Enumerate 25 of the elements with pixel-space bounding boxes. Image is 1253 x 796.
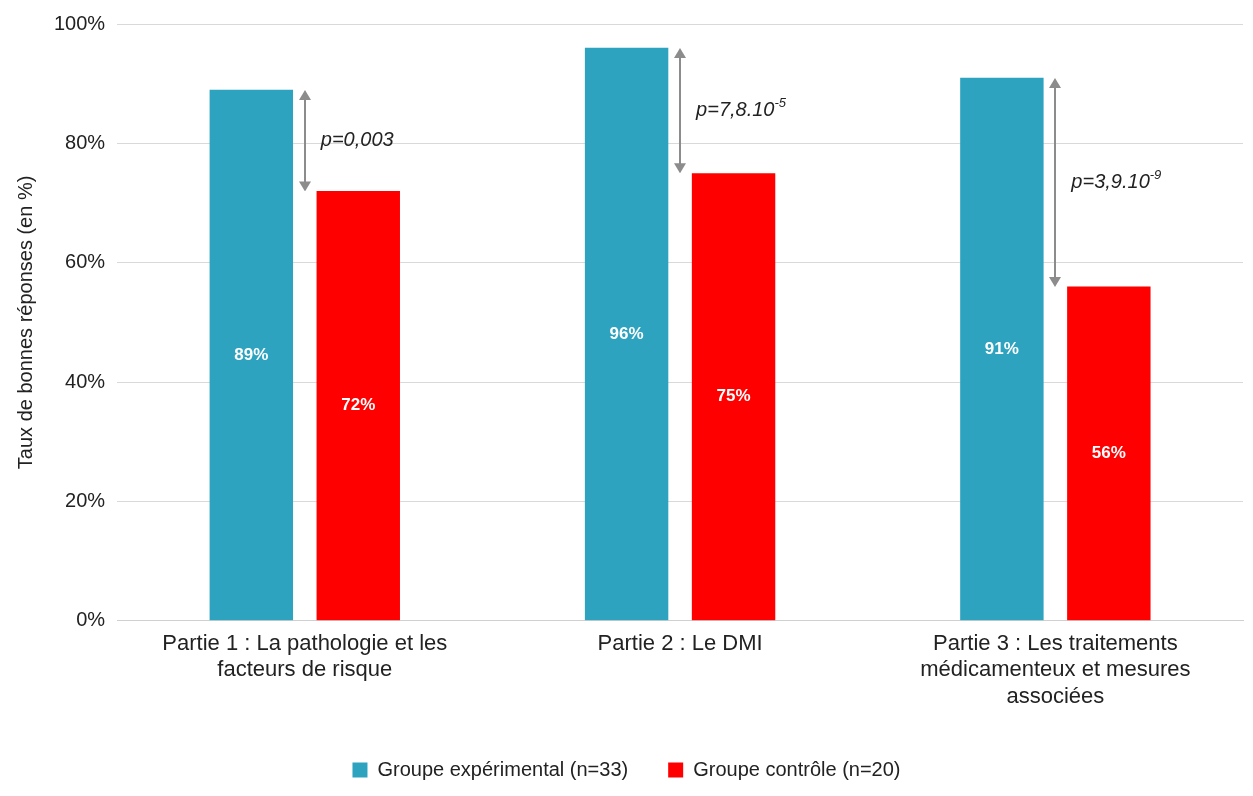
- y-tick-label: 40%: [65, 369, 106, 392]
- y-tick-label: 0%: [76, 608, 106, 631]
- data-label: 72%: [341, 395, 376, 415]
- legend-label: Groupe contrôle (n=20): [693, 757, 901, 780]
- data-label: 96%: [609, 323, 644, 343]
- bar: [584, 47, 669, 621]
- bar: [209, 89, 294, 621]
- data-label: 89%: [234, 344, 269, 364]
- x-tick-label: Partie 3 : Les traitements médicamenteux et mesures associées: [920, 630, 1191, 708]
- y-axis-title: Taux de bonnes réponses (en %): [13, 175, 36, 470]
- legend-label: Groupe expérimental (n=33): [377, 757, 629, 780]
- x-tick-label: Partie 1 : La pathologie et les facteurs de risque: [162, 630, 448, 682]
- y-tick-label: 20%: [65, 488, 106, 511]
- bar: [1067, 286, 1151, 621]
- data-label: 75%: [716, 386, 751, 406]
- bar: [960, 77, 1044, 621]
- data-label: 56%: [1091, 443, 1126, 463]
- data-label: 91%: [984, 338, 1019, 358]
- y-tick-label: 60%: [65, 250, 106, 273]
- x-tick-label: Partie 2 : Le DMI: [597, 630, 763, 656]
- annotation: p=0,003: [319, 127, 394, 150]
- bar: [691, 173, 776, 621]
- bar: [316, 191, 400, 621]
- y-tick-label: 80%: [65, 130, 106, 153]
- y-tick-label: 100%: [54, 11, 106, 34]
